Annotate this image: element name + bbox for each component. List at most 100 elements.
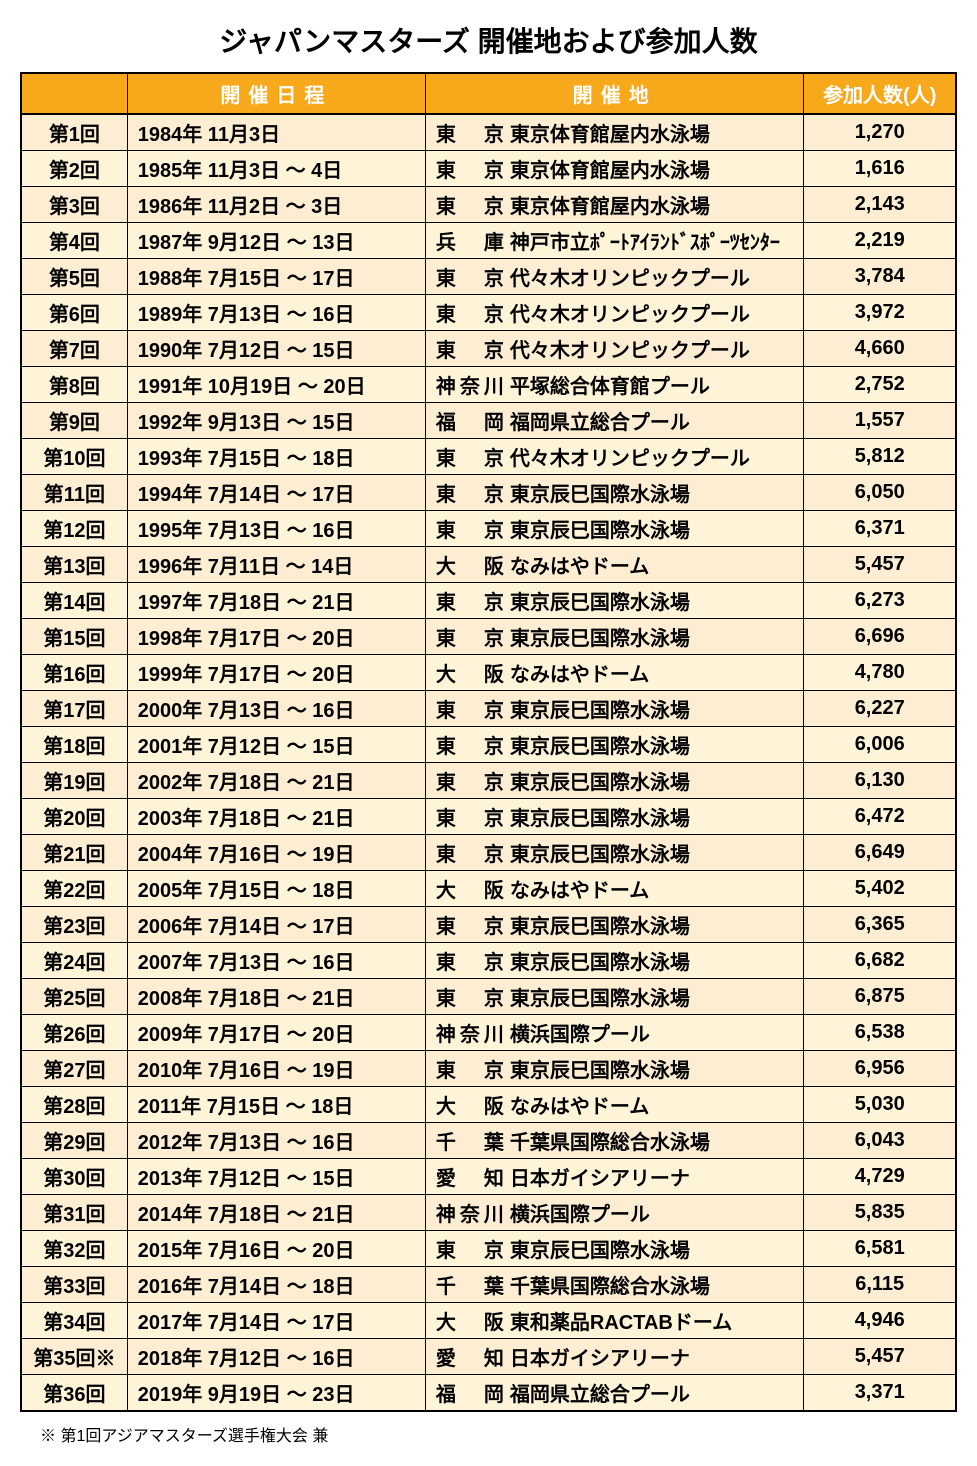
cell-edition: 第15回 (21, 619, 127, 655)
cell-count: 6,043 (804, 1123, 956, 1159)
cell-count: 2,752 (804, 367, 956, 403)
cell-edition: 第3回 (21, 187, 127, 223)
venue-label: 東京辰巳国際水泳場 (510, 844, 690, 866)
table-row: 第19回2002年 7月18日 ～ 21日東 京東京辰巳国際水泳場6,130 (21, 763, 956, 799)
cell-edition: 第32回 (21, 1231, 127, 1267)
cell-date: 1997年 7月18日 ～ 21日 (127, 583, 425, 619)
cell-venue: 東 京東京辰巳国際水泳場 (425, 979, 804, 1015)
venue-label: 東京辰巳国際水泳場 (510, 952, 690, 974)
table-row: 第33回2016年 7月14日 ～ 18日千 葉千葉県国際総合水泳場6,115 (21, 1267, 956, 1303)
cell-edition: 第10回 (21, 439, 127, 475)
venue-label: 東京体育館屋内水泳場 (510, 160, 710, 182)
cell-date: 2019年 9月19日 ～ 23日 (127, 1375, 425, 1412)
table-row: 第3回1986年 11月2日 ～ 3日東 京東京体育館屋内水泳場2,143 (21, 187, 956, 223)
cell-venue: 東 京東京辰巳国際水泳場 (425, 691, 804, 727)
cell-date: 1990年 7月12日 ～ 15日 (127, 331, 425, 367)
prefecture-label: 福 岡 (436, 406, 504, 435)
cell-count: 1,557 (804, 403, 956, 439)
prefecture-label: 大 阪 (436, 1090, 504, 1119)
cell-venue: 東 京代々木オリンピックプール (425, 439, 804, 475)
cell-edition: 第35回※ (21, 1339, 127, 1375)
venue-label: 代々木オリンピックプール (510, 448, 750, 470)
cell-count: 2,143 (804, 187, 956, 223)
table-row: 第6回1989年 7月13日 ～ 16日東 京代々木オリンピックプール3,972 (21, 295, 956, 331)
cell-date: 2001年 7月12日 ～ 15日 (127, 727, 425, 763)
cell-venue: 東 京東京体育館屋内水泳場 (425, 114, 804, 151)
table-row: 第11回1994年 7月14日 ～ 17日東 京東京辰巳国際水泳場6,050 (21, 475, 956, 511)
prefecture-label: 福 岡 (436, 1378, 504, 1407)
table-row: 第5回1988年 7月15日 ～ 17日東 京代々木オリンピックプール3,784 (21, 259, 956, 295)
venue-label: 東京辰巳国際水泳場 (510, 592, 690, 614)
venue-label: なみはやドーム (510, 556, 649, 578)
table-header: 開催日程 開催地 参加人数(人) (21, 73, 956, 114)
col-header-blank (21, 73, 127, 114)
prefecture-label: 東 京 (436, 190, 504, 219)
venue-label: 代々木オリンピックプール (510, 340, 750, 362)
table-row: 第10回1993年 7月15日 ～ 18日東 京代々木オリンピックプール5,81… (21, 439, 956, 475)
prefecture-label: 東 京 (436, 334, 504, 363)
venue-label: 東京辰巳国際水泳場 (510, 916, 690, 938)
cell-venue: 東 京東京辰巳国際水泳場 (425, 763, 804, 799)
venue-label: 千葉県国際総合水泳場 (510, 1276, 710, 1298)
cell-date: 1999年 7月17日 ～ 20日 (127, 655, 425, 691)
cell-count: 1,270 (804, 114, 956, 151)
cell-edition: 第19回 (21, 763, 127, 799)
cell-count: 5,812 (804, 439, 956, 475)
table-row: 第23回2006年 7月14日 ～ 17日東 京東京辰巳国際水泳場6,365 (21, 907, 956, 943)
table-body: 第1回1984年 11月3日東 京東京体育館屋内水泳場1,270第2回1985年… (21, 114, 956, 1411)
prefecture-label: 東 京 (436, 910, 504, 939)
prefecture-label: 東 京 (436, 262, 504, 291)
cell-venue: 東 京東京辰巳国際水泳場 (425, 727, 804, 763)
cell-count: 6,273 (804, 583, 956, 619)
cell-edition: 第18回 (21, 727, 127, 763)
cell-venue: 神奈川平塚総合体育館プール (425, 367, 804, 403)
cell-date: 2016年 7月14日 ～ 18日 (127, 1267, 425, 1303)
cell-edition: 第20回 (21, 799, 127, 835)
venue-label: 代々木オリンピックプール (510, 304, 750, 326)
cell-edition: 第16回 (21, 655, 127, 691)
cell-edition: 第2回 (21, 151, 127, 187)
cell-date: 1992年 9月13日 ～ 15日 (127, 403, 425, 439)
cell-date: 2015年 7月16日 ～ 20日 (127, 1231, 425, 1267)
venue-label: 東京辰巳国際水泳場 (510, 628, 690, 650)
prefecture-label: 大 阪 (436, 1306, 504, 1335)
prefecture-label: 東 京 (436, 838, 504, 867)
cell-date: 2011年 7月15日 ～ 18日 (127, 1087, 425, 1123)
table-row: 第29回2012年 7月13日 ～ 16日千 葉千葉県国際総合水泳場6,043 (21, 1123, 956, 1159)
cell-count: 3,972 (804, 295, 956, 331)
prefecture-label: 東 京 (436, 802, 504, 831)
table-row: 第18回2001年 7月12日 ～ 15日東 京東京辰巳国際水泳場6,006 (21, 727, 956, 763)
prefecture-label: 東 京 (436, 298, 504, 327)
venue-label: 東京辰巳国際水泳場 (510, 808, 690, 830)
cell-count: 6,006 (804, 727, 956, 763)
venue-label: 千葉県国際総合水泳場 (510, 1132, 710, 1154)
cell-count: 6,130 (804, 763, 956, 799)
cell-edition: 第25回 (21, 979, 127, 1015)
prefecture-label: 兵 庫 (436, 226, 504, 255)
cell-date: 2002年 7月18日 ～ 21日 (127, 763, 425, 799)
cell-venue: 東 京東京辰巳国際水泳場 (425, 1231, 804, 1267)
cell-venue: 大 阪なみはやドーム (425, 871, 804, 907)
prefecture-label: 大 阪 (436, 658, 504, 687)
cell-date: 1993年 7月15日 ～ 18日 (127, 439, 425, 475)
cell-edition: 第33回 (21, 1267, 127, 1303)
cell-date: 2012年 7月13日 ～ 16日 (127, 1123, 425, 1159)
cell-count: 4,780 (804, 655, 956, 691)
venue-label: 日本ガイシアリーナ (510, 1168, 690, 1190)
cell-count: 2,219 (804, 223, 956, 259)
cell-venue: 東 京東京辰巳国際水泳場 (425, 907, 804, 943)
table-row: 第4回1987年 9月12日 ～ 13日兵 庫神戸市立ﾎﾟｰﾄｱｲﾗﾝﾄﾞｽﾎﾟ… (21, 223, 956, 259)
prefecture-label: 東 京 (436, 478, 504, 507)
prefecture-label: 東 京 (436, 982, 504, 1011)
venue-label: 東和薬品RACTABドーム (510, 1312, 732, 1334)
table-row: 第17回2000年 7月13日 ～ 16日東 京東京辰巳国際水泳場6,227 (21, 691, 956, 727)
cell-edition: 第23回 (21, 907, 127, 943)
cell-date: 1989年 7月13日 ～ 16日 (127, 295, 425, 331)
masters-table: 開催日程 開催地 参加人数(人) 第1回1984年 11月3日東 京東京体育館屋… (20, 72, 957, 1412)
table-row: 第13回1996年 7月11日 ～ 14日大 阪なみはやドーム5,457 (21, 547, 956, 583)
cell-venue: 東 京東京辰巳国際水泳場 (425, 835, 804, 871)
cell-edition: 第22回 (21, 871, 127, 907)
cell-venue: 東 京代々木オリンピックプール (425, 295, 804, 331)
venue-label: 横浜国際プール (510, 1204, 650, 1226)
venue-label: 福岡県立総合プール (510, 1384, 690, 1406)
